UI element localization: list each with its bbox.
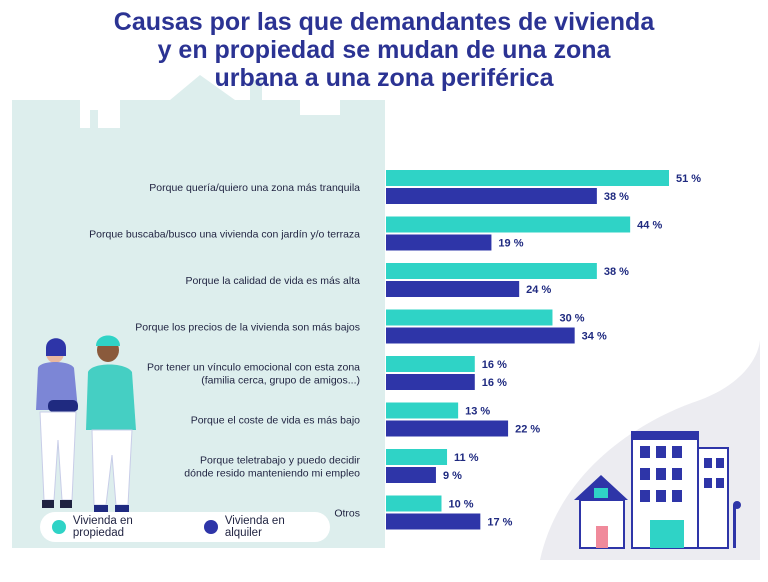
bar-alquiler — [386, 234, 492, 251]
value-label: 16 % — [482, 377, 507, 389]
bar-propiedad — [386, 356, 475, 372]
bar-propiedad — [386, 449, 448, 465]
bar-alquiler — [386, 327, 575, 344]
value-label: 24 % — [526, 284, 551, 296]
category-label: Porque quería/quiero una zona más tranqu… — [149, 182, 360, 194]
category-label: Porque buscaba/busco una vivienda con ja… — [89, 229, 360, 241]
people-illustration — [36, 335, 136, 513]
value-label: 22 % — [515, 424, 540, 436]
legend-item-propiedad: Vivienda en propiedad — [52, 515, 186, 539]
value-label: 17 % — [487, 517, 512, 529]
category-label: Porque teletrabajo y puedo decidir — [200, 455, 360, 467]
value-label: 16 % — [482, 359, 507, 371]
value-label: 51 % — [676, 173, 701, 185]
value-label: 13 % — [465, 406, 490, 418]
bar-propiedad — [386, 170, 669, 186]
value-label: 10 % — [448, 499, 473, 511]
category-label: Por tener un vínculo emocional con esta … — [147, 362, 360, 374]
value-label: 44 % — [637, 220, 662, 232]
bar-alquiler — [386, 281, 520, 297]
legend-label-alquiler: Vivienda en alquiler — [224, 515, 285, 539]
bar-propiedad — [386, 402, 459, 419]
value-label: 38 % — [604, 191, 629, 203]
legend-label-propiedad: Vivienda en propiedad — [72, 515, 133, 539]
category-label: Porque la calidad de vida es más alta — [185, 275, 360, 287]
bar-propiedad — [386, 309, 553, 326]
value-label: 9 % — [443, 470, 462, 482]
legend-swatch-propiedad — [52, 520, 66, 534]
title-line-3: urbana a una zona periférica — [214, 64, 554, 92]
bar-propiedad — [386, 495, 442, 512]
title-line-1: Causas por las que demandantes de vivien… — [113, 8, 655, 36]
chart-title: Causas por las que demandantes de vivien… — [0, 8, 768, 92]
category-label: Otros — [334, 508, 360, 520]
bar-alquiler — [386, 513, 481, 530]
value-label: 38 % — [604, 266, 629, 278]
legend: Vivienda en propiedad Vivienda en alquil… — [40, 512, 330, 542]
category-label: Porque el coste de vida es más bajo — [191, 415, 360, 427]
category-label: (familia cerca, grupo de amigos...) — [201, 375, 360, 387]
title-line-2: y en propiedad se mudan de una zona — [157, 36, 611, 64]
category-label: dónde resido manteniendo mi empleo — [184, 468, 360, 480]
legend-swatch-alquiler — [203, 520, 218, 534]
bar-alquiler — [386, 374, 475, 390]
legend-item-alquiler: Vivienda en alquiler — [203, 515, 324, 539]
bar-alquiler — [386, 467, 436, 483]
houses-illustration — [574, 431, 741, 549]
value-label: 19 % — [498, 238, 523, 250]
category-label: Porque los precios de la vivienda son má… — [135, 322, 360, 334]
value-label: 11 % — [454, 452, 479, 464]
bar-propiedad — [386, 216, 631, 233]
value-label: 34 % — [582, 331, 607, 343]
bar-alquiler — [386, 188, 597, 204]
value-label: 30 % — [559, 313, 584, 325]
bar-alquiler — [386, 420, 509, 437]
bar-propiedad — [386, 263, 597, 279]
